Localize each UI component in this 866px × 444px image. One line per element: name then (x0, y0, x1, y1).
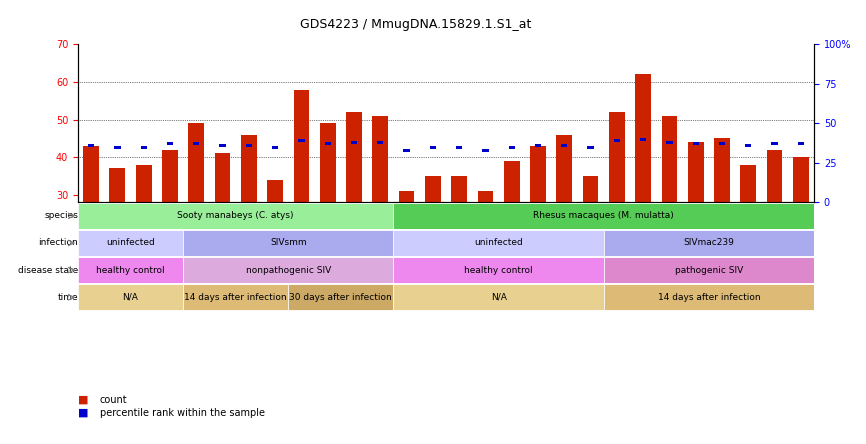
FancyBboxPatch shape (604, 284, 814, 310)
FancyBboxPatch shape (288, 284, 393, 310)
Bar (556, 135, 572, 308)
Bar (456, 146, 462, 148)
Bar (430, 146, 436, 148)
Bar (136, 165, 152, 308)
Bar (298, 139, 305, 142)
Bar (320, 123, 335, 308)
FancyBboxPatch shape (183, 284, 288, 310)
Text: healthy control: healthy control (96, 266, 165, 274)
Bar (351, 141, 357, 144)
Bar (477, 191, 494, 308)
Text: Rhesus macaques (M. mulatta): Rhesus macaques (M. mulatta) (533, 211, 674, 220)
Bar (241, 135, 256, 308)
Bar (109, 168, 126, 308)
Bar (614, 139, 620, 142)
Bar (766, 150, 783, 308)
Text: uninfected: uninfected (107, 238, 155, 247)
FancyBboxPatch shape (183, 257, 393, 283)
Bar (425, 176, 441, 308)
Bar (372, 116, 388, 308)
Text: count: count (100, 395, 127, 404)
Text: 30 days after infection: 30 days after infection (289, 293, 392, 302)
Bar (745, 144, 752, 147)
Text: species: species (44, 211, 78, 220)
Text: uninfected: uninfected (475, 238, 523, 247)
Bar (398, 191, 415, 308)
Bar (167, 143, 173, 145)
Bar (346, 112, 362, 308)
Bar (688, 142, 703, 308)
FancyBboxPatch shape (604, 230, 814, 256)
Text: pathogenic SIV: pathogenic SIV (675, 266, 743, 274)
Text: time: time (57, 293, 78, 302)
Bar (666, 141, 673, 144)
FancyBboxPatch shape (183, 230, 393, 256)
Bar (88, 144, 94, 147)
Text: percentile rank within the sample: percentile rank within the sample (100, 408, 265, 418)
FancyBboxPatch shape (393, 203, 814, 229)
Bar (640, 138, 646, 141)
Bar (451, 176, 467, 308)
Bar (561, 144, 567, 147)
Bar (535, 144, 541, 147)
Bar (188, 123, 204, 308)
Bar (404, 149, 410, 152)
Bar (798, 143, 804, 145)
Bar (377, 141, 384, 144)
Bar (482, 149, 488, 152)
Text: Sooty manabeys (C. atys): Sooty manabeys (C. atys) (178, 211, 294, 220)
Bar (294, 90, 309, 308)
Text: ■: ■ (78, 408, 88, 418)
Bar (583, 176, 598, 308)
Bar (740, 165, 756, 308)
Text: nonpathogenic SIV: nonpathogenic SIV (246, 266, 331, 274)
Bar (140, 146, 147, 148)
Bar (693, 143, 699, 145)
Bar (215, 154, 230, 308)
Bar (636, 75, 651, 308)
Text: infection: infection (38, 238, 78, 247)
Text: SIVmac239: SIVmac239 (683, 238, 734, 247)
FancyBboxPatch shape (78, 284, 183, 310)
Text: SIVsmm: SIVsmm (270, 238, 307, 247)
FancyBboxPatch shape (393, 257, 604, 283)
Text: disease state: disease state (17, 266, 78, 274)
FancyBboxPatch shape (78, 257, 183, 283)
Text: ■: ■ (78, 395, 88, 404)
Bar (609, 112, 624, 308)
Text: N/A: N/A (123, 293, 139, 302)
Bar (162, 150, 178, 308)
Bar (83, 146, 99, 308)
FancyBboxPatch shape (393, 284, 604, 310)
Bar (193, 143, 199, 145)
Bar (246, 144, 252, 147)
FancyBboxPatch shape (78, 230, 183, 256)
FancyBboxPatch shape (393, 230, 604, 256)
Bar (793, 157, 809, 308)
Text: 14 days after infection: 14 days after infection (184, 293, 287, 302)
Bar (272, 146, 278, 148)
Bar (530, 146, 546, 308)
Bar (219, 144, 226, 147)
Bar (772, 143, 778, 145)
Text: healthy control: healthy control (464, 266, 533, 274)
Text: N/A: N/A (491, 293, 507, 302)
FancyBboxPatch shape (604, 257, 814, 283)
Text: 14 days after infection: 14 days after infection (657, 293, 760, 302)
Bar (508, 146, 515, 148)
Bar (587, 146, 594, 148)
Bar (268, 180, 283, 308)
Bar (714, 139, 730, 308)
Bar (504, 161, 520, 308)
Text: GDS4223 / MmugDNA.15829.1.S1_at: GDS4223 / MmugDNA.15829.1.S1_at (300, 18, 532, 31)
Bar (662, 116, 677, 308)
Bar (719, 143, 725, 145)
Bar (325, 143, 331, 145)
Bar (114, 146, 120, 148)
FancyBboxPatch shape (78, 203, 393, 229)
